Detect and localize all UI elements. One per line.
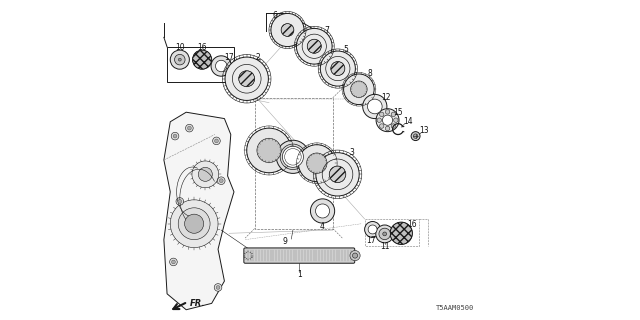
Text: 16: 16 [197,43,207,52]
Circle shape [276,140,310,173]
Circle shape [178,208,210,240]
Circle shape [214,139,218,143]
Text: 1: 1 [297,269,301,279]
Circle shape [214,284,222,291]
Circle shape [170,50,189,69]
Circle shape [383,232,387,236]
Text: 17: 17 [225,53,234,62]
Circle shape [186,124,193,132]
Circle shape [307,153,327,173]
Text: T5AAM0500: T5AAM0500 [436,305,474,311]
Text: 12: 12 [381,93,390,102]
Circle shape [271,13,304,47]
Polygon shape [164,112,234,310]
Text: 10: 10 [175,43,184,52]
Circle shape [353,253,358,258]
Circle shape [175,54,185,65]
Circle shape [220,179,223,183]
Circle shape [329,166,346,183]
Circle shape [391,124,396,128]
Circle shape [281,24,294,36]
Circle shape [385,126,390,131]
Circle shape [225,57,268,100]
Text: 17: 17 [366,236,376,245]
Circle shape [282,146,303,167]
Circle shape [173,134,177,138]
Circle shape [192,161,219,188]
FancyBboxPatch shape [244,248,355,263]
Text: 8: 8 [368,69,372,78]
Circle shape [391,112,396,116]
Text: 9: 9 [282,237,287,246]
Circle shape [310,199,335,223]
Bar [365,219,419,246]
Circle shape [285,148,301,165]
Text: 16: 16 [408,220,417,229]
Circle shape [413,134,418,138]
Circle shape [216,285,220,289]
Circle shape [246,128,291,173]
Text: 4: 4 [320,222,325,231]
Circle shape [198,167,212,181]
Circle shape [316,153,359,196]
Text: 6: 6 [272,12,277,20]
Circle shape [380,112,384,116]
Circle shape [298,145,335,182]
Circle shape [394,118,398,123]
Circle shape [344,74,374,105]
Circle shape [188,126,191,130]
Circle shape [376,225,394,243]
Circle shape [383,115,393,125]
Text: 3: 3 [349,148,355,157]
Circle shape [193,50,212,69]
Circle shape [320,51,355,86]
Circle shape [379,228,390,240]
Text: 15: 15 [394,108,403,117]
Circle shape [184,214,204,233]
Circle shape [350,251,360,261]
Circle shape [331,61,345,76]
Circle shape [218,177,225,185]
Circle shape [280,144,306,170]
Circle shape [390,222,412,244]
Circle shape [257,138,281,163]
Circle shape [212,137,220,145]
Circle shape [365,221,381,237]
Text: 2: 2 [255,53,260,62]
Text: 11: 11 [380,242,389,251]
Text: 5: 5 [343,45,348,54]
Circle shape [377,118,381,123]
Circle shape [170,200,218,248]
Circle shape [179,58,181,61]
Circle shape [351,81,367,98]
Text: 14: 14 [403,116,412,126]
Circle shape [385,110,390,114]
Circle shape [316,204,330,218]
Circle shape [211,56,232,76]
Circle shape [216,60,227,72]
Circle shape [176,197,184,205]
Circle shape [411,132,420,140]
Circle shape [178,199,182,203]
Circle shape [307,39,321,53]
Circle shape [380,124,384,128]
Circle shape [367,99,382,114]
Circle shape [172,260,175,264]
Text: 7: 7 [324,26,329,35]
Circle shape [376,109,399,132]
Circle shape [296,28,332,64]
Circle shape [368,225,377,234]
Circle shape [172,132,179,140]
Text: FR.: FR. [189,299,205,308]
Circle shape [363,94,387,119]
Text: 13: 13 [419,126,428,135]
Circle shape [239,71,255,87]
Circle shape [170,258,177,266]
